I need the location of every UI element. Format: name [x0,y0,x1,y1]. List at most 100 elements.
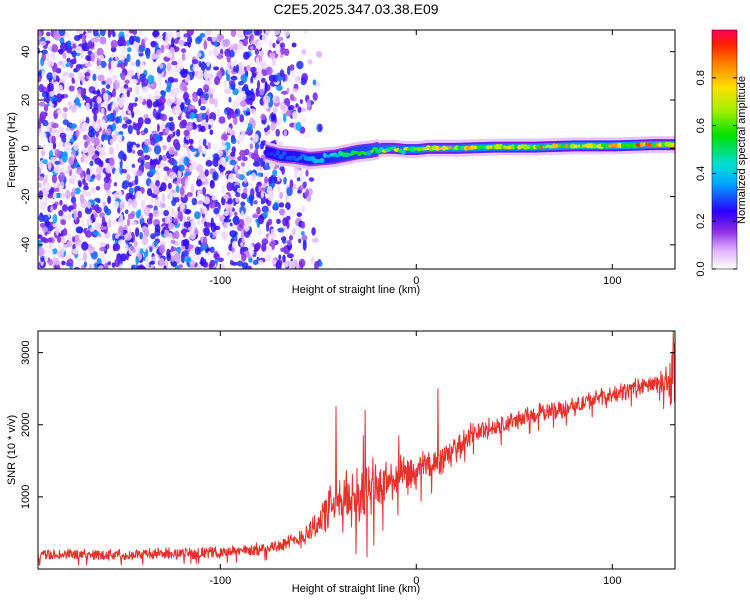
noise-speckle [94,197,101,202]
noise-speckle [218,116,226,124]
noise-speckle [191,59,199,65]
noise-speckle [86,201,92,209]
noise-speckle [108,157,115,166]
noise-speckle [142,246,147,253]
spectrogram-marks [38,30,675,269]
noise-speckle [165,127,170,134]
noise-speckle [142,144,149,154]
noise-speckle [232,99,237,108]
noise-speckle [171,197,177,207]
noise-speckle [46,237,53,243]
noise-speckle [247,122,253,132]
noise-speckle [269,52,276,60]
noise-speckle [111,74,118,81]
noise-speckle [261,33,268,44]
noise-speckle [59,132,67,139]
noise-speckle [137,95,144,104]
noise-speckle [197,190,201,201]
noise-speckle [134,175,139,186]
noise-speckle [149,166,156,176]
noise-speckle [73,211,78,221]
noise-speckle [245,65,252,71]
noise-speckle [82,95,88,100]
noise-speckle [136,129,141,136]
noise-speckle [54,192,63,198]
noise-speckle [236,139,241,145]
noise-speckle [108,61,112,70]
noise-speckle [180,202,186,210]
noise-speckle [158,101,165,112]
noise-speckle [254,142,260,150]
noise-speckle [232,88,239,96]
noise-speckle [287,65,291,76]
noise-speckle [207,142,211,150]
noise-speckle [183,129,190,137]
noise-speckle [189,112,196,119]
noise-speckle [267,235,272,243]
noise-speckle [92,30,99,37]
signal-core [319,158,325,163]
noise-speckle [44,253,49,263]
noise-speckle [198,145,203,154]
noise-speckle [131,198,138,209]
noise-speckle [258,61,266,66]
noise-speckle [182,143,188,149]
noise-speckle [99,242,106,248]
noise-speckle [48,150,54,159]
noise-speckle [271,57,277,67]
noise-speckle [235,64,239,74]
noise-speckle [127,47,132,53]
noise-speckle [190,147,196,152]
noise-speckle [286,239,292,246]
noise-speckle [248,257,253,263]
noise-speckle [241,237,246,243]
noise-speckle [96,60,100,67]
noise-speckle [81,241,89,251]
noise-speckle [204,179,209,185]
noise-speckle [179,186,185,196]
noise-speckle [75,129,80,138]
noise-speckle [41,49,48,55]
noise-speckle [54,149,61,158]
signal-core [479,145,485,149]
noise-speckle [144,161,151,170]
noise-speckle [152,101,159,108]
noise-speckle [84,230,93,238]
noise-speckle [198,60,202,68]
noise-speckle [69,123,77,129]
noise-speckle [241,180,249,188]
noise-speckle [126,53,131,63]
noise-speckle [56,140,64,147]
noise-speckle [262,95,271,105]
noise-speckle [198,240,202,245]
noise-speckle [58,60,64,66]
signal-core [278,154,284,160]
noise-speckle [124,79,130,85]
noise-speckle [276,176,281,182]
noise-speckle [77,257,85,262]
noise-speckle [76,64,81,72]
noise-speckle [206,59,210,67]
noise-speckle [217,257,224,263]
noise-speckle [133,240,138,248]
noise-speckle [39,200,45,210]
signal-core [483,145,487,149]
noise-speckle [61,152,68,163]
noise-speckle [99,225,107,230]
noise-speckle [99,212,105,219]
noise-speckle [90,52,95,62]
noise-speckle [203,40,208,50]
noise-speckle [191,220,197,230]
noise-speckle [293,258,298,268]
noise-speckle [120,62,126,70]
noise-speckle [258,88,265,96]
noise-speckle [244,222,250,232]
noise-speckle [202,138,207,147]
noise-speckle [47,42,53,52]
noise-speckle [236,260,244,267]
noise-speckle [106,77,113,86]
snr-y-tick-label: 2000 [20,413,32,437]
noise-speckle [227,198,233,205]
noise-speckle [159,244,166,254]
noise-speckle [55,132,60,139]
